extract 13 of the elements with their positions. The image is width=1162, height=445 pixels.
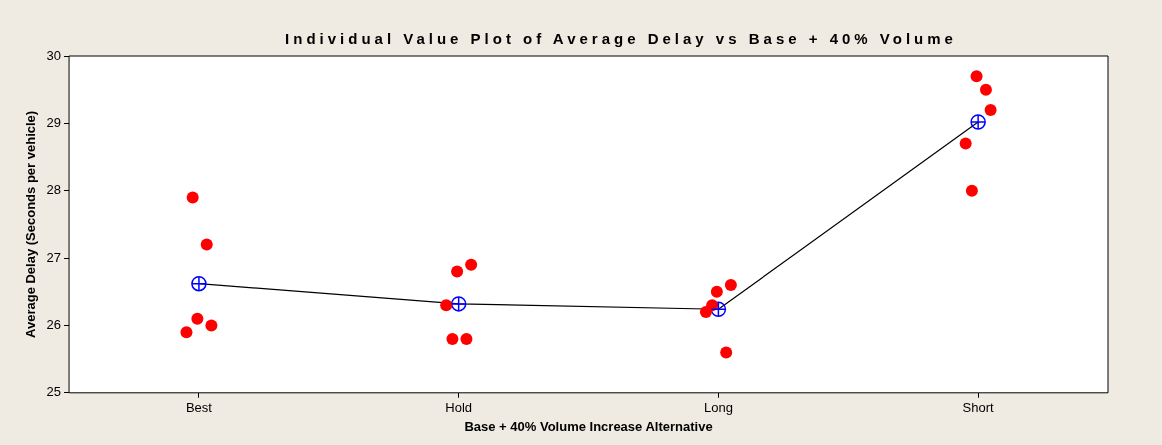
y-tick-label: 27 xyxy=(46,249,62,265)
y-tick-label: 30 xyxy=(46,47,62,63)
y-tick-label: 28 xyxy=(46,182,62,198)
y-tick-label: 29 xyxy=(46,114,62,130)
x-tick-label: Short xyxy=(962,400,995,416)
y-axis-title: Average Delay (Seconds per vehicle) xyxy=(23,110,39,338)
y-tick-label: 25 xyxy=(46,384,62,400)
chart-title: Individual Value Plot of Average Delay vs Base + 40% Volume xyxy=(284,30,958,47)
y-tick-label: 26 xyxy=(46,317,62,333)
x-tick-label: Hold xyxy=(445,400,473,416)
x-axis-title: Base + 40% Volume Increase Alternative xyxy=(464,418,713,434)
x-tick-label: Best xyxy=(185,400,213,416)
x-tick-label: Long xyxy=(703,400,733,416)
